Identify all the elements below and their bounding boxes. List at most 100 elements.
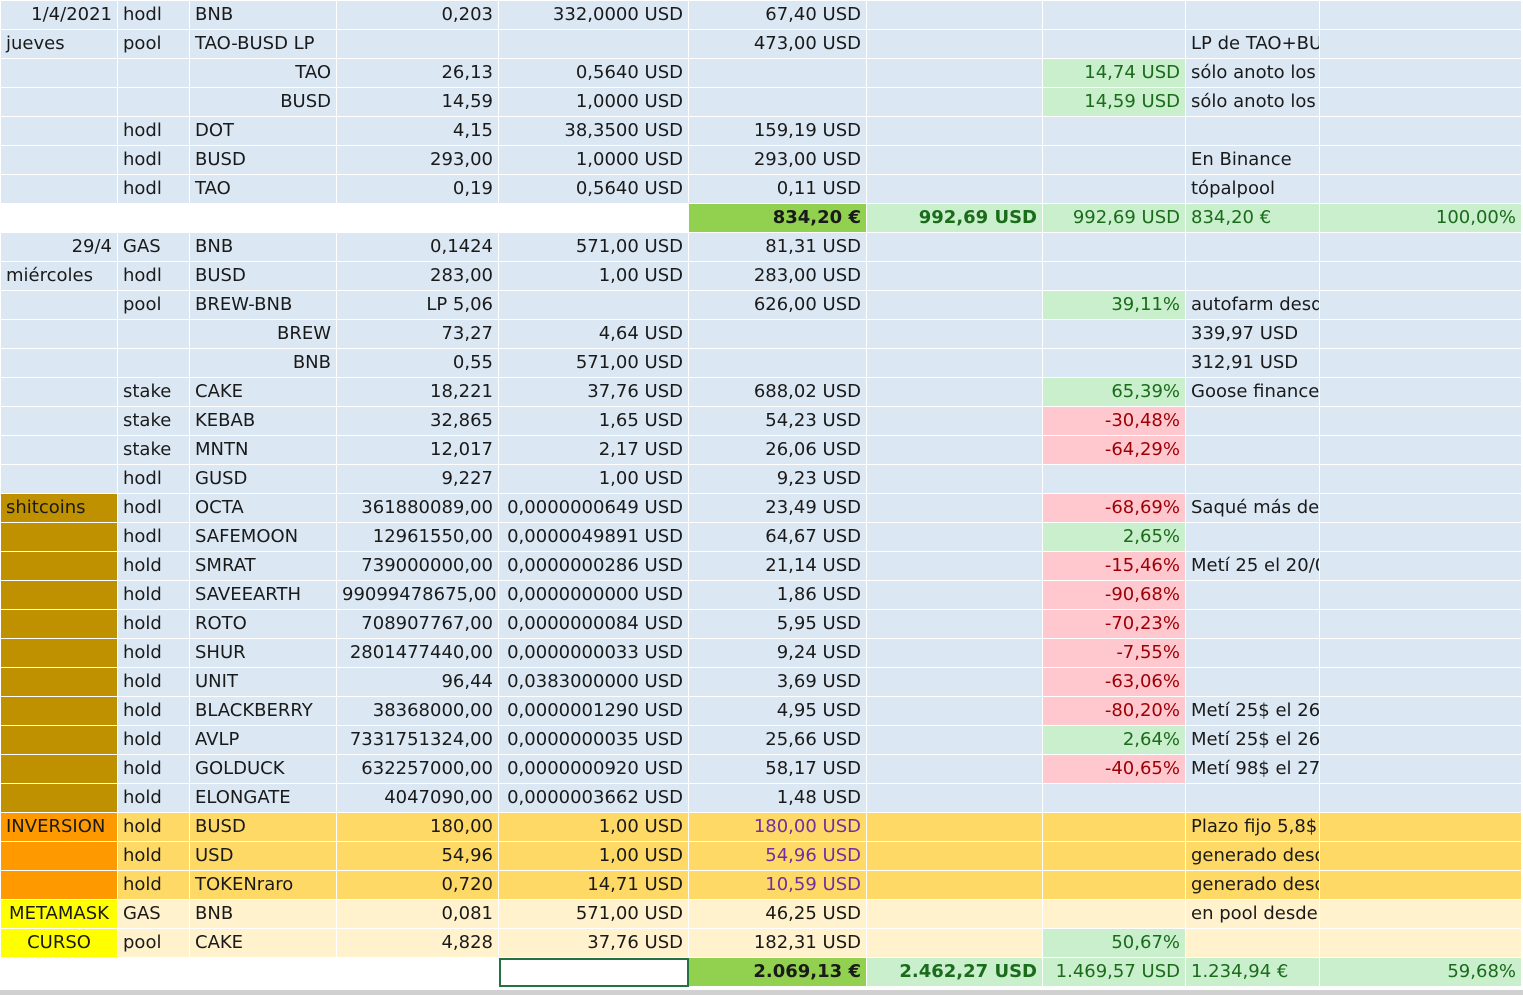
quantity-cell[interactable]: 2801477440,00 [336,638,499,668]
type-cell[interactable]: hodl [117,522,190,552]
percent-cell[interactable] [1319,58,1522,88]
asset-cell[interactable]: TAO-BUSD LP [189,29,337,59]
type-cell[interactable]: hodl [117,0,190,30]
quantity-cell[interactable]: 54,96 [336,841,499,871]
percent-cell[interactable] [1319,870,1522,900]
type-cell[interactable]: pool [117,29,190,59]
value-cell[interactable]: 159,19 USD [688,116,867,146]
value-cell[interactable]: 1,86 USD [688,580,867,610]
type-cell[interactable] [117,58,190,88]
total-usd-cell[interactable] [866,319,1043,349]
date-cell[interactable]: jueves [0,29,118,59]
value-cell[interactable]: 67,40 USD [688,0,867,30]
note-cell[interactable]: sólo anoto los que añado [1185,58,1320,88]
total-usd-cell[interactable] [866,29,1043,59]
total-usd-cell[interactable] [866,754,1043,784]
type-cell[interactable]: hodl [117,464,190,494]
type-cell[interactable]: stake [117,435,190,465]
note-cell[interactable]: Saqué más del 50% a CAKEs [1185,493,1320,523]
asset-cell[interactable]: BREW-BNB [189,290,337,320]
value-cell[interactable]: 0,11 USD [688,174,867,204]
type-cell[interactable] [117,87,190,117]
note-cell[interactable]: generado desde 16 abril [1185,870,1320,900]
price-cell[interactable]: 0,5640 USD [498,58,689,88]
price-cell[interactable]: 37,76 USD [498,377,689,407]
percent-cell[interactable] [1319,841,1522,871]
quantity-cell[interactable]: 4,15 [336,116,499,146]
type-cell[interactable] [117,348,190,378]
percent-cell[interactable] [1319,116,1522,146]
date-cell[interactable] [0,870,118,900]
price-cell[interactable]: 4,64 USD [498,319,689,349]
total-usd-cell[interactable] [866,58,1043,88]
total-usd-cell[interactable] [866,783,1043,813]
asset-cell[interactable]: BUSD [189,261,337,291]
date-cell[interactable]: shitcoins [0,493,118,523]
quantity-cell[interactable]: 7331751324,00 [336,725,499,755]
quantity-cell[interactable]: 12,017 [336,435,499,465]
change-cell[interactable]: -7,55% [1042,638,1186,668]
percent-cell[interactable] [1319,609,1522,639]
note-cell[interactable]: en pool desde el 12 de abril - 168$ inve… [1185,899,1320,929]
note-cell[interactable] [1185,580,1320,610]
price-cell[interactable] [498,290,689,320]
note-cell[interactable]: Goose finance stake CAKE + GUSD [Sa [1185,377,1320,407]
price-cell[interactable] [498,203,689,233]
type-cell[interactable]: stake [117,406,190,436]
asset-cell[interactable]: BNB [189,0,337,30]
quantity-cell[interactable]: LP 5,06 [336,290,499,320]
total-usd-cell[interactable] [866,290,1043,320]
type-cell[interactable]: hodl [117,145,190,175]
note-cell[interactable]: sólo anoto los que añado [1185,87,1320,117]
date-cell[interactable] [0,319,118,349]
asset-cell[interactable]: SAVEEARTH [189,580,337,610]
asset-cell[interactable]: SMRAT [189,551,337,581]
value-cell[interactable]: 9,23 USD [688,464,867,494]
total-usd-cell[interactable] [866,261,1043,291]
percent-cell[interactable] [1319,290,1522,320]
price-cell[interactable] [498,957,689,987]
total-usd-cell[interactable] [866,522,1043,552]
percent-cell[interactable] [1319,493,1522,523]
change-cell[interactable]: -70,23% [1042,609,1186,639]
percent-cell[interactable] [1319,522,1522,552]
note-cell[interactable]: Plazo fijo 5,8$+0,07tokenspropios diario… [1185,812,1320,842]
total-usd-cell[interactable] [866,493,1043,523]
note-cell[interactable]: generado desde 16 abril [1185,841,1320,871]
date-cell[interactable] [0,696,118,726]
asset-cell[interactable]: AVLP [189,725,337,755]
total-usd-cell[interactable] [866,174,1043,204]
change-cell[interactable] [1042,464,1186,494]
value-cell[interactable] [688,87,867,117]
total-usd-cell[interactable] [866,928,1043,958]
type-cell[interactable]: hold [117,609,190,639]
total-usd-cell[interactable] [866,435,1043,465]
date-cell[interactable] [0,783,118,813]
price-cell[interactable]: 0,0000000084 USD [498,609,689,639]
value-cell[interactable]: 46,25 USD [688,899,867,929]
price-cell[interactable]: 571,00 USD [498,899,689,929]
value-cell[interactable] [688,319,867,349]
quantity-cell[interactable]: 0,1424 [336,232,499,262]
quantity-cell[interactable]: 0,081 [336,899,499,929]
note-cell[interactable]: Metí 25 el 20/04 - cambian a SMRAT [1185,551,1320,581]
type-cell[interactable] [117,203,190,233]
percent-cell[interactable] [1319,261,1522,291]
percent-cell[interactable] [1319,754,1522,784]
quantity-cell[interactable]: 26,13 [336,58,499,88]
price-cell[interactable]: 571,00 USD [498,232,689,262]
note-cell[interactable]: 339,97 USD [1185,319,1320,349]
date-cell[interactable] [0,406,118,436]
change-cell[interactable] [1042,29,1186,59]
percent-cell[interactable] [1319,319,1522,349]
note-cell[interactable]: LP de TAO+BUSD (28 TAO diarios) [1185,29,1320,59]
price-cell[interactable]: 0,0000003662 USD [498,783,689,813]
change-cell[interactable]: 14,74 USD [1042,58,1186,88]
asset-cell[interactable]: USD [189,841,337,871]
date-cell[interactable] [0,464,118,494]
percent-cell[interactable] [1319,29,1522,59]
value-cell[interactable]: 626,00 USD [688,290,867,320]
asset-cell[interactable]: TAO [189,174,337,204]
value-cell[interactable]: 21,14 USD [688,551,867,581]
price-cell[interactable]: 37,76 USD [498,928,689,958]
